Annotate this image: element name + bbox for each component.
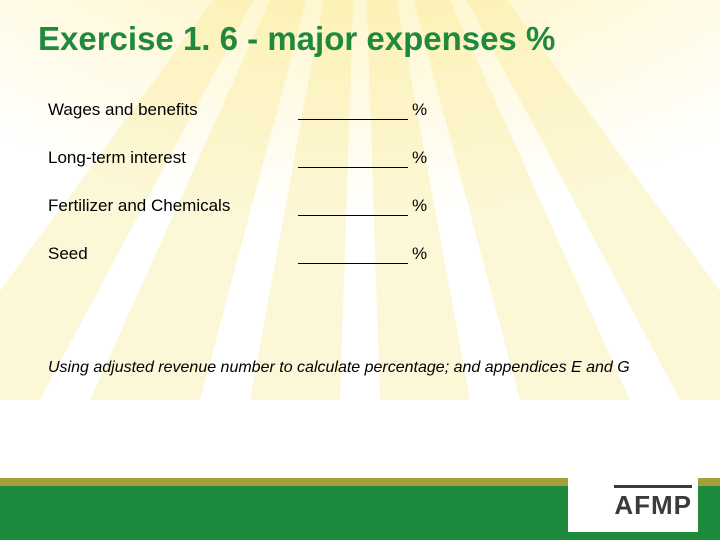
footnote: Using adjusted revenue number to calcula… — [48, 358, 672, 379]
row-label: Long-term interest — [48, 148, 298, 168]
logo-inner: AFMP — [568, 485, 698, 518]
slide: Exercise 1. 6 - major expenses % Wages a… — [0, 0, 720, 540]
percent-unit: % — [412, 100, 427, 120]
table-row: Long-term interest % — [48, 148, 672, 168]
logo: AFMP — [568, 470, 698, 532]
blank-input-line[interactable] — [298, 196, 408, 216]
percent-unit: % — [412, 196, 427, 216]
blank-input-line[interactable] — [298, 100, 408, 120]
blank-input-line[interactable] — [298, 148, 408, 168]
table-row: Fertilizer and Chemicals % — [48, 196, 672, 216]
row-label: Wages and benefits — [48, 100, 298, 120]
blank-input-line[interactable] — [298, 244, 408, 264]
table-row: Seed % — [48, 244, 672, 264]
logo-overline — [614, 485, 692, 488]
row-label: Seed — [48, 244, 298, 264]
expense-table: Wages and benefits % Long-term interest … — [48, 100, 672, 292]
logo-text: AFMP — [568, 492, 692, 518]
slide-title: Exercise 1. 6 - major expenses % — [38, 20, 700, 58]
percent-unit: % — [412, 148, 427, 168]
table-row: Wages and benefits % — [48, 100, 672, 120]
row-label: Fertilizer and Chemicals — [48, 196, 298, 216]
percent-unit: % — [412, 244, 427, 264]
